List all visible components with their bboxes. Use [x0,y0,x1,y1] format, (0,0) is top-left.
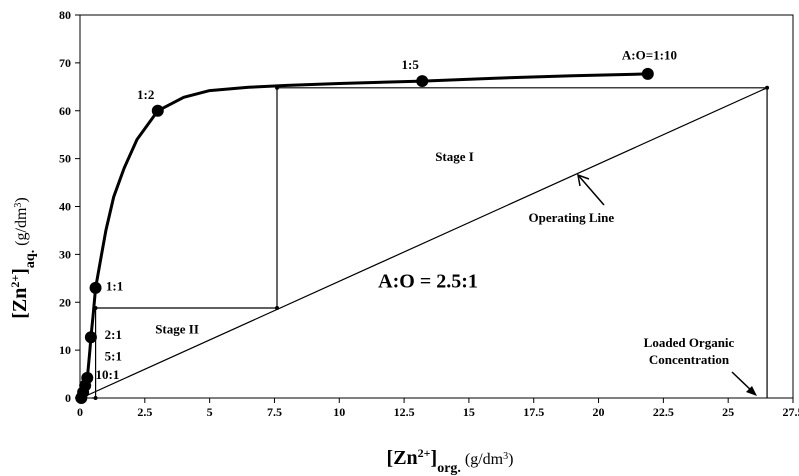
y-tick-label: 40 [59,200,71,214]
equilibrium-point [641,67,654,80]
equilibrium-point [151,104,164,117]
x-tick-label: 17.5 [523,405,544,419]
axis-ticks: 0 2.5 5 7.5 10 12.5 15 17.5 20 22.5 25 27.5 0 10 20 30 4… [59,8,799,419]
y-tick-label: 0 [65,391,71,405]
stage-label: Stage I [435,149,474,164]
loaded-organic-arrowhead [746,386,757,396]
stage-point [275,305,280,310]
x-tick-label: 2.5 [137,405,152,419]
operating-line-arrow [577,174,605,206]
loaded-organic-label: Concentration [649,352,730,367]
y-tick-label: 80 [59,8,71,22]
y-tick-label: 20 [59,295,71,309]
stage-point [275,85,280,90]
ratio-label: 1:5 [401,57,419,72]
operating-line-label: Operating Line [529,210,615,225]
equilibrium-point [84,331,97,344]
x-tick-label: 7.5 [267,405,282,419]
ratio-label: 1:1 [106,278,123,293]
x-tick-label: 5 [207,405,213,419]
x-tick-label: 22.5 [653,405,674,419]
stage-point [93,305,98,310]
equilibrium-point [89,281,102,294]
y-axis-title: [Zn2+]aq. (g/dm3) [8,197,38,318]
ratio-label: A:O=1:10 [622,48,677,63]
y-tick-label: 70 [59,56,71,70]
equilibrium-point [81,371,94,384]
y-tick-label: 50 [59,152,71,166]
y-tick-label: 60 [59,104,71,118]
x-tick-label: 27.5 [783,405,799,419]
x-tick-label: 10 [333,405,345,419]
equilibrium-curve [79,72,648,399]
stage-point [765,85,770,90]
operating-line-arrowhead [577,173,590,187]
x-tick-label: 12.5 [394,405,415,419]
loaded-organic-label: Loaded Organic [644,335,735,350]
x-tick-label: 15 [463,405,475,419]
equilibrium-point [416,75,429,88]
x-tick-label: 0 [77,405,83,419]
operating-line [81,87,768,399]
operating-ratio-label: A:O = 2.5:1 [378,270,478,292]
y-tick-label: 10 [59,343,71,357]
ratio-label: 10:1 [96,367,120,382]
x-tick-label: 25 [722,405,734,419]
ratio-label: 1:2 [137,87,154,102]
ratio-label: 2:1 [105,327,122,342]
y-tick-label: 30 [59,247,71,261]
ratio-label: 5:1 [105,349,122,364]
stage-label: Stage II [155,321,199,336]
chart-lines [79,72,768,399]
annotations: A:O=1:10 1:5 1:2 1:1 2:1 5:1 10:1 Stage I Stage … [96,48,757,396]
x-axis-title: [Zn2+]org. (g/dm3) [387,446,514,476]
x-tick-label: 20 [593,405,605,419]
